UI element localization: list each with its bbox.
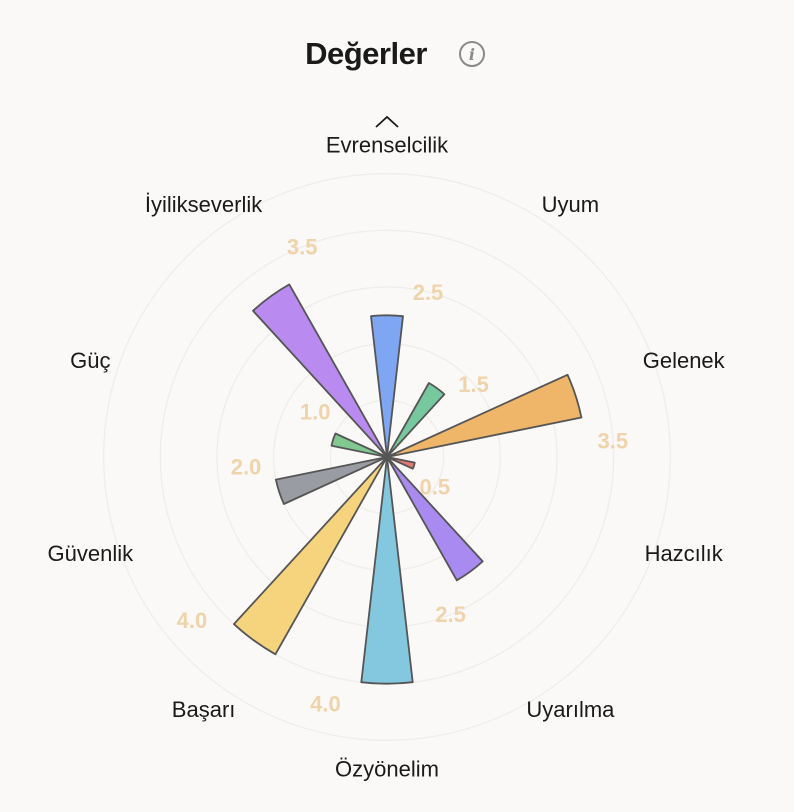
bar[interactable] <box>386 382 446 458</box>
bars <box>233 283 583 685</box>
value-label: 3.5 <box>598 429 629 454</box>
value-label: 1.0 <box>300 400 331 425</box>
chart-header: Değerler i <box>0 36 760 72</box>
bar[interactable] <box>330 432 388 458</box>
category-label: Güç <box>70 348 110 373</box>
value-label: 2.5 <box>435 602 466 627</box>
value-label: 2.0 <box>231 454 262 479</box>
value-labels: 2.5 1.5 3.5 0.5 2.5 4.0 4.0 2.0 1.0 3.5 <box>177 235 628 717</box>
grid-ring <box>103 173 671 741</box>
bar[interactable] <box>386 373 583 458</box>
category-label: Uyum <box>542 192 599 217</box>
bar[interactable] <box>386 456 484 582</box>
category-label: Başarı <box>172 697 236 722</box>
category-labels: Evrenselcilik Uyum Gelenek Hazcılık Uyarılma… <box>48 133 726 782</box>
category-label: Hazcılık <box>645 541 724 566</box>
category-label: İyilikseverlik <box>145 192 263 217</box>
category-label: Güvenlik <box>48 541 135 566</box>
bar[interactable] <box>275 456 388 505</box>
collapse-chevron-icon[interactable] <box>375 115 399 128</box>
value-label: 4.0 <box>177 608 208 633</box>
value-label: 3.5 <box>287 235 318 260</box>
category-label: Uyarılma <box>526 697 615 722</box>
info-icon[interactable]: i <box>458 41 485 67</box>
bar[interactable] <box>370 314 404 458</box>
value-label: 0.5 <box>420 474 451 499</box>
value-label: 2.5 <box>413 280 444 305</box>
category-label: Özyönelim <box>335 757 439 782</box>
bar[interactable] <box>360 456 414 685</box>
value-label: 4.0 <box>310 692 341 717</box>
category-label: Evrenselcilik <box>326 133 449 158</box>
bar[interactable] <box>233 456 388 656</box>
category-label: Gelenek <box>643 348 726 373</box>
value-label: 1.5 <box>458 372 489 397</box>
chart-title: Değerler <box>305 36 427 71</box>
bar[interactable] <box>252 283 388 458</box>
bar[interactable] <box>386 456 416 470</box>
